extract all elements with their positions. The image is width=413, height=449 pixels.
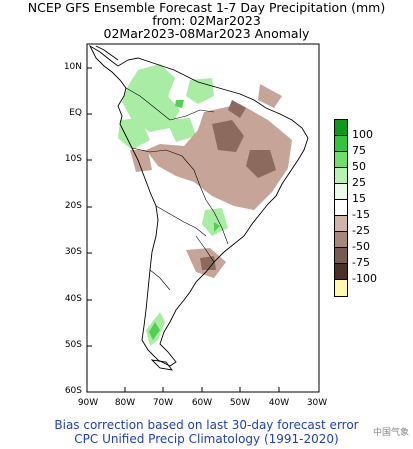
legend-label: 75 <box>352 144 366 157</box>
legend-label: -15 <box>352 208 370 221</box>
legend-label: 25 <box>352 176 366 189</box>
lon-label: 40W <box>268 398 290 408</box>
tick-marks <box>87 67 280 392</box>
lon-label: 60W <box>191 398 213 408</box>
dry-anomaly-strong <box>200 100 276 270</box>
lat-label: EQ <box>69 108 82 118</box>
lat-label: 30S <box>64 247 82 257</box>
lat-label: 10N <box>63 62 82 72</box>
footer-line-2: CPC Unified Precip Climatology (1991-202… <box>74 432 339 446</box>
wet-anomaly-patches <box>118 64 228 346</box>
footer-line-1: Bias correction based on last 30-day for… <box>54 418 359 432</box>
lon-label: 70W <box>152 398 174 408</box>
lon-label: 50W <box>229 398 251 408</box>
lon-label: 80W <box>114 398 136 408</box>
legend-label: 15 <box>352 192 366 205</box>
country-borders <box>125 87 229 291</box>
lon-label: 30W <box>306 398 328 408</box>
watermark-logo: 中国气象 <box>372 428 409 438</box>
legend-swatch-extreme <box>334 279 348 297</box>
lat-label: 40S <box>64 294 82 304</box>
legend-label: 50 <box>352 160 366 173</box>
lat-label: 10S <box>64 154 82 164</box>
lat-label: 60S <box>64 386 82 396</box>
lon-label: 90W <box>77 398 99 408</box>
map-title-line-1: NCEP GFS Ensemble Forecast 1-7 Day Preci… <box>27 0 386 15</box>
lat-label: 50S <box>64 340 82 350</box>
legend-label: -25 <box>352 224 370 237</box>
lat-label: 20S <box>64 201 82 211</box>
legend-label: -100 <box>352 272 377 285</box>
legend-label: -75 <box>352 256 370 269</box>
legend-label: -50 <box>352 240 370 253</box>
map-title-line-2: from: 02Mar2023 <box>152 13 261 28</box>
wet-anomaly-strong <box>149 100 220 340</box>
legend-label: 100 <box>352 128 373 141</box>
coastlines <box>88 44 309 371</box>
map-title-line-3: 02Mar2023-08Mar2023 Anomaly <box>103 26 310 41</box>
